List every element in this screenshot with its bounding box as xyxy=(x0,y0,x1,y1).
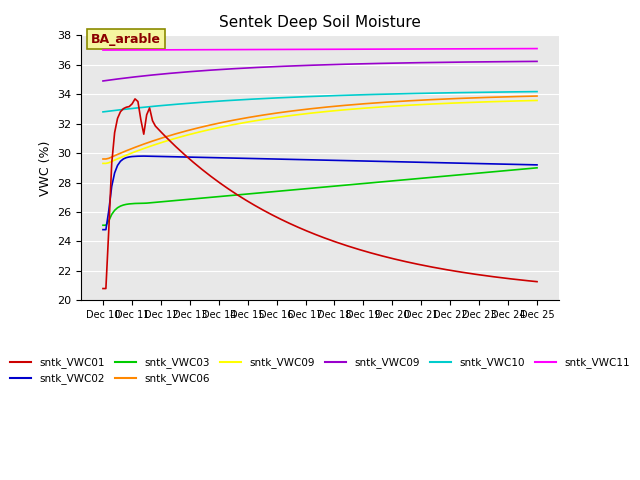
Y-axis label: VWC (%): VWC (%) xyxy=(39,140,52,195)
Legend: sntk_VWC01, sntk_VWC02, sntk_VWC03, sntk_VWC06, sntk_VWC09, sntk_VWC09, sntk_VWC: sntk_VWC01, sntk_VWC02, sntk_VWC03, sntk… xyxy=(6,353,634,389)
Text: BA_arable: BA_arable xyxy=(91,33,161,46)
Title: Sentek Deep Soil Moisture: Sentek Deep Soil Moisture xyxy=(219,15,421,30)
